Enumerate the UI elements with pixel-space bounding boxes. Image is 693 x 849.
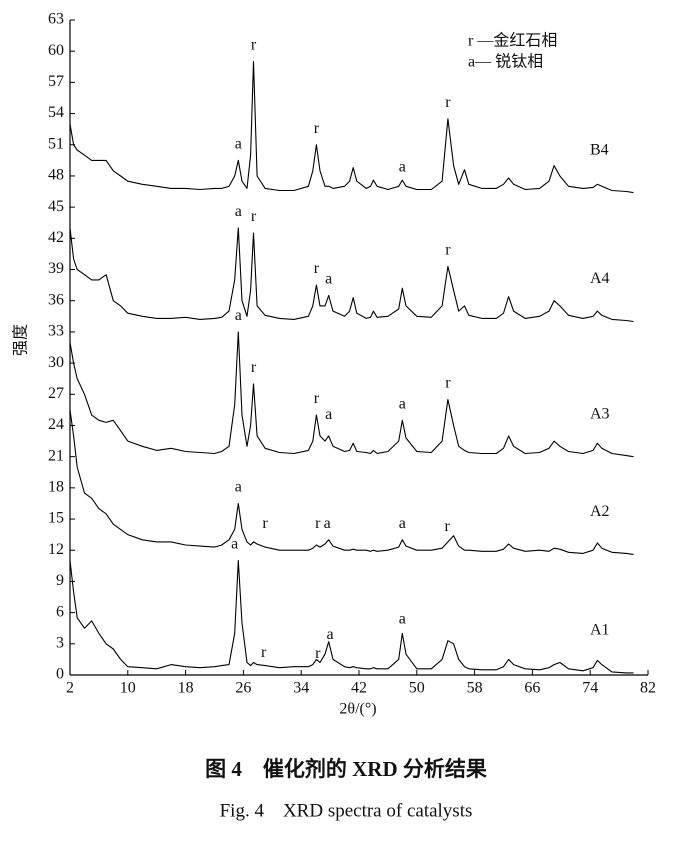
y-tick-label: 45 [48,198,64,215]
x-tick-label: 50 [409,680,425,697]
legend-note: a— 锐钛相 [468,53,543,71]
peak-label: a [235,307,242,324]
peak-label: r [314,120,320,137]
y-tick-label: 33 [48,323,64,340]
y-tick-label: 36 [48,291,64,308]
series-label: A2 [590,503,610,520]
peak-label: a [325,271,332,288]
peak-label: r [445,94,451,111]
peak-label: a [325,406,332,423]
peak-label: a [235,479,242,496]
spectrum-line [69,331,634,458]
x-tick-label: 74 [582,680,598,697]
peak-label: r [315,645,321,662]
spectrum-line [69,61,634,194]
peak-label: r [262,515,268,532]
peak-label: r [261,644,267,661]
y-axis-label: 强度 [12,324,30,356]
series-label: B4 [590,141,609,158]
series-label: A3 [590,405,610,422]
y-tick-label: 42 [48,229,64,246]
y-tick-label: 3 [56,634,64,651]
peak-label: a [324,515,331,532]
y-tick-label: 0 [56,666,64,683]
y-tick-label: 18 [48,479,64,496]
y-tick-label: 15 [48,510,64,527]
peak-label: r [314,390,320,407]
spectrum-line [69,409,634,555]
x-tick-label: 82 [640,680,656,697]
peak-label: a [399,395,406,412]
peak-label: r [315,515,321,532]
y-tick-label: 60 [48,42,64,59]
peak-label: r [445,375,451,392]
y-tick-label: 24 [48,416,64,433]
peak-label: a [235,203,242,220]
peak-label: r [444,518,450,535]
peak-label: a [235,135,242,152]
y-tick-label: 30 [48,354,64,371]
y-tick-label: 48 [48,167,64,184]
y-tick-label: 39 [48,260,64,277]
peak-label: a [399,158,406,175]
legend-note: r —金红石相 [468,32,557,50]
peak-label: r [251,37,257,54]
x-tick-label: 34 [293,680,309,697]
y-tick-label: 9 [56,572,64,589]
spectrum-line [69,560,634,674]
y-tick-label: 57 [48,73,64,90]
caption-en: Fig. 4 XRD spectra of catalysts [220,800,473,821]
series-label: A4 [590,270,610,287]
y-tick-label: 27 [48,385,64,402]
peak-label: a [399,611,406,628]
y-tick-label: 51 [48,135,64,152]
x-axis-label: 2θ/(°) [339,701,376,718]
y-tick-label: 54 [48,104,64,121]
peak-label: r [314,260,320,277]
series-label: A1 [590,622,610,639]
y-tick-label: 63 [48,11,64,28]
peak-label: r [251,359,257,376]
y-tick-label: 6 [56,603,64,620]
x-tick-label: 66 [524,680,540,697]
x-tick-label: 26 [235,680,251,697]
x-tick-label: 58 [467,680,483,697]
x-tick-label: 42 [351,680,367,697]
peak-label: a [231,536,238,553]
x-tick-label: 10 [120,680,136,697]
peak-label: a [327,626,334,643]
y-tick-label: 21 [48,447,64,464]
x-tick-label: 2 [66,680,74,697]
peak-label: a [399,515,406,532]
y-tick-label: 12 [48,541,64,558]
caption-cn: 图 4 催化剂的 XRD 分析结果 [205,757,487,781]
peak-label: r [445,241,451,258]
x-tick-label: 18 [178,680,194,697]
peak-label: r [251,208,257,225]
spectrum-line [69,227,634,323]
